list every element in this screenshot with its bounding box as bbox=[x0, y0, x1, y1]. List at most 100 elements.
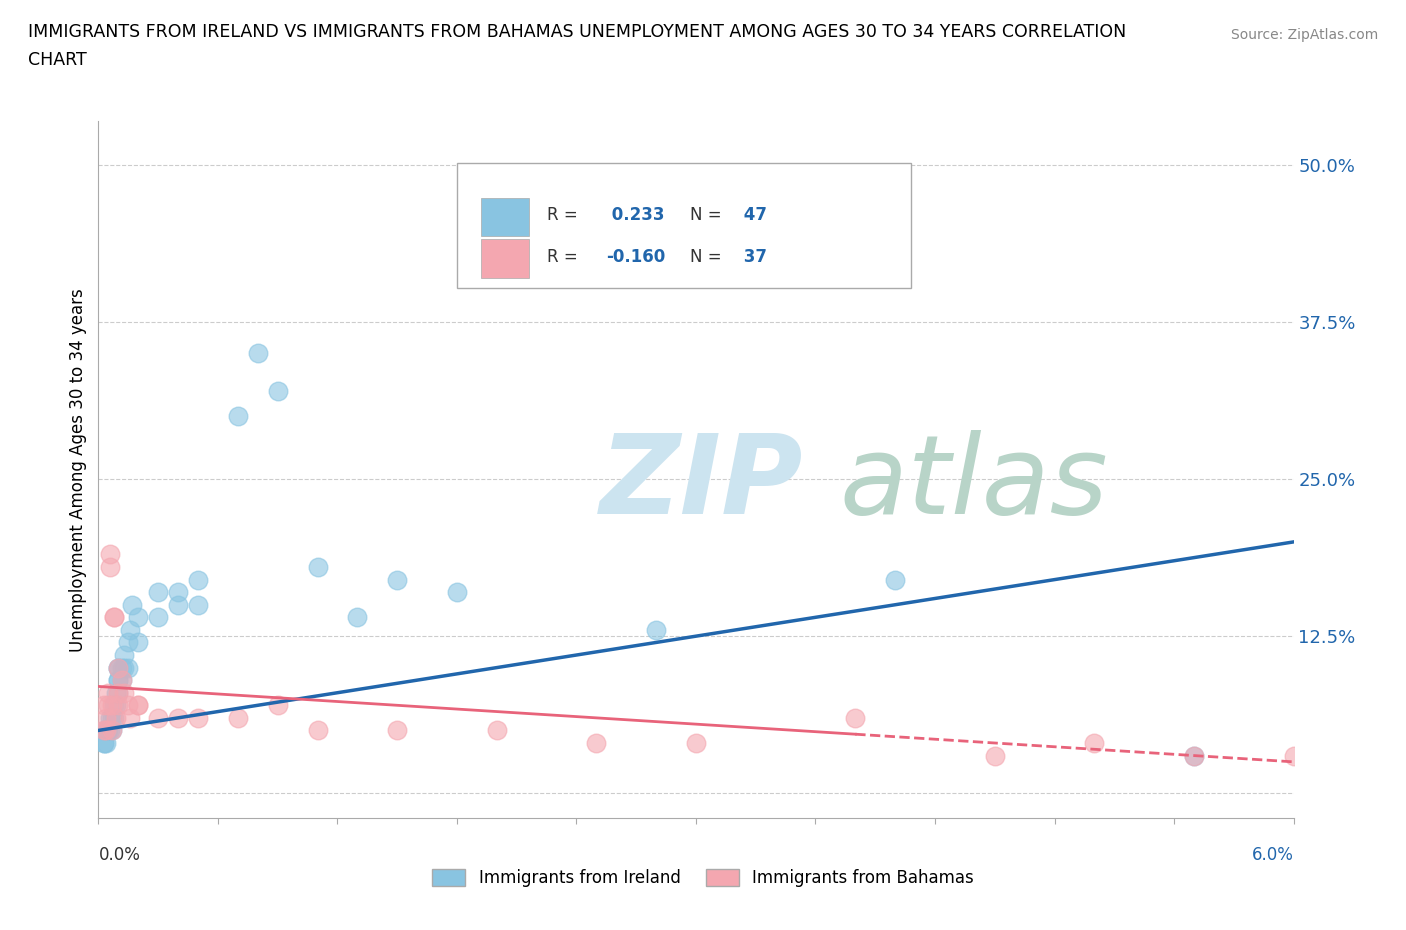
Point bbox=[267, 384, 290, 399]
Point bbox=[103, 711, 125, 725]
Point bbox=[346, 610, 368, 625]
Point bbox=[107, 660, 129, 675]
Point bbox=[127, 698, 149, 712]
FancyBboxPatch shape bbox=[481, 239, 529, 278]
Text: 47: 47 bbox=[738, 206, 766, 224]
Point bbox=[187, 597, 209, 612]
Point bbox=[645, 622, 668, 637]
Text: ZIP: ZIP bbox=[600, 430, 804, 538]
Legend: Immigrants from Ireland, Immigrants from Bahamas: Immigrants from Ireland, Immigrants from… bbox=[426, 862, 980, 894]
Point bbox=[112, 660, 135, 675]
Point bbox=[187, 711, 209, 725]
Point bbox=[98, 723, 122, 737]
Point bbox=[226, 711, 249, 725]
Point bbox=[107, 685, 129, 700]
Point bbox=[93, 723, 115, 737]
Point bbox=[167, 711, 190, 725]
Point bbox=[111, 660, 134, 675]
Point bbox=[307, 560, 329, 575]
Point bbox=[93, 723, 115, 737]
Point bbox=[127, 698, 149, 712]
Point bbox=[107, 660, 129, 675]
Point bbox=[117, 698, 139, 712]
Point bbox=[103, 610, 125, 625]
Point bbox=[96, 723, 118, 737]
Point bbox=[103, 698, 125, 712]
Point bbox=[97, 723, 120, 737]
Point bbox=[98, 711, 122, 725]
Point bbox=[844, 711, 866, 725]
Point bbox=[117, 660, 139, 675]
Point bbox=[1282, 748, 1305, 763]
Point bbox=[107, 660, 129, 675]
Point bbox=[1083, 736, 1105, 751]
Point bbox=[485, 723, 508, 737]
Point bbox=[112, 685, 135, 700]
Point bbox=[97, 685, 120, 700]
Text: N =: N = bbox=[690, 206, 721, 224]
FancyBboxPatch shape bbox=[457, 163, 911, 288]
Point bbox=[121, 597, 143, 612]
Point bbox=[101, 698, 124, 712]
Point bbox=[120, 622, 142, 637]
Point bbox=[111, 672, 134, 687]
Text: N =: N = bbox=[690, 248, 721, 266]
Point bbox=[167, 585, 190, 600]
Point bbox=[307, 723, 329, 737]
Point bbox=[96, 736, 118, 751]
Point bbox=[112, 647, 135, 662]
Point bbox=[226, 409, 249, 424]
Point bbox=[101, 711, 124, 725]
Point bbox=[385, 723, 409, 737]
Point bbox=[111, 672, 134, 687]
Point bbox=[187, 572, 209, 587]
Text: 0.233: 0.233 bbox=[606, 206, 665, 224]
Point bbox=[98, 560, 122, 575]
Text: -0.160: -0.160 bbox=[606, 248, 665, 266]
Point bbox=[105, 698, 128, 712]
Point bbox=[93, 698, 115, 712]
Point bbox=[96, 711, 118, 725]
Text: 0.0%: 0.0% bbox=[98, 846, 141, 864]
Text: R =: R = bbox=[547, 248, 578, 266]
Point bbox=[117, 635, 139, 650]
Text: 6.0%: 6.0% bbox=[1251, 846, 1294, 864]
Point bbox=[97, 723, 120, 737]
Point bbox=[1182, 748, 1205, 763]
Text: R =: R = bbox=[547, 206, 578, 224]
Point bbox=[101, 723, 124, 737]
Text: IMMIGRANTS FROM IRELAND VS IMMIGRANTS FROM BAHAMAS UNEMPLOYMENT AMONG AGES 30 TO: IMMIGRANTS FROM IRELAND VS IMMIGRANTS FR… bbox=[28, 23, 1126, 41]
Point bbox=[685, 736, 707, 751]
Point bbox=[526, 207, 548, 222]
Point bbox=[103, 610, 125, 625]
Point bbox=[93, 736, 115, 751]
Point bbox=[93, 736, 115, 751]
Text: 37: 37 bbox=[738, 248, 766, 266]
Y-axis label: Unemployment Among Ages 30 to 34 years: Unemployment Among Ages 30 to 34 years bbox=[69, 287, 87, 652]
Point bbox=[246, 346, 269, 361]
Point bbox=[107, 698, 129, 712]
Point bbox=[127, 635, 149, 650]
Point bbox=[105, 711, 128, 725]
Point bbox=[148, 711, 170, 725]
Point bbox=[148, 585, 170, 600]
Text: CHART: CHART bbox=[28, 51, 87, 69]
Point bbox=[107, 672, 129, 687]
Point bbox=[585, 736, 607, 751]
Point bbox=[101, 723, 124, 737]
Point bbox=[267, 698, 290, 712]
Point bbox=[127, 610, 149, 625]
Point bbox=[385, 572, 409, 587]
Point bbox=[107, 685, 129, 700]
Point bbox=[167, 597, 190, 612]
Point bbox=[148, 610, 170, 625]
Point bbox=[96, 723, 118, 737]
Text: Source: ZipAtlas.com: Source: ZipAtlas.com bbox=[1230, 28, 1378, 42]
Point bbox=[105, 685, 128, 700]
Point bbox=[98, 547, 122, 562]
Point bbox=[107, 672, 129, 687]
FancyBboxPatch shape bbox=[481, 198, 529, 236]
Point bbox=[884, 572, 907, 587]
Point bbox=[983, 748, 1005, 763]
Point bbox=[1182, 748, 1205, 763]
